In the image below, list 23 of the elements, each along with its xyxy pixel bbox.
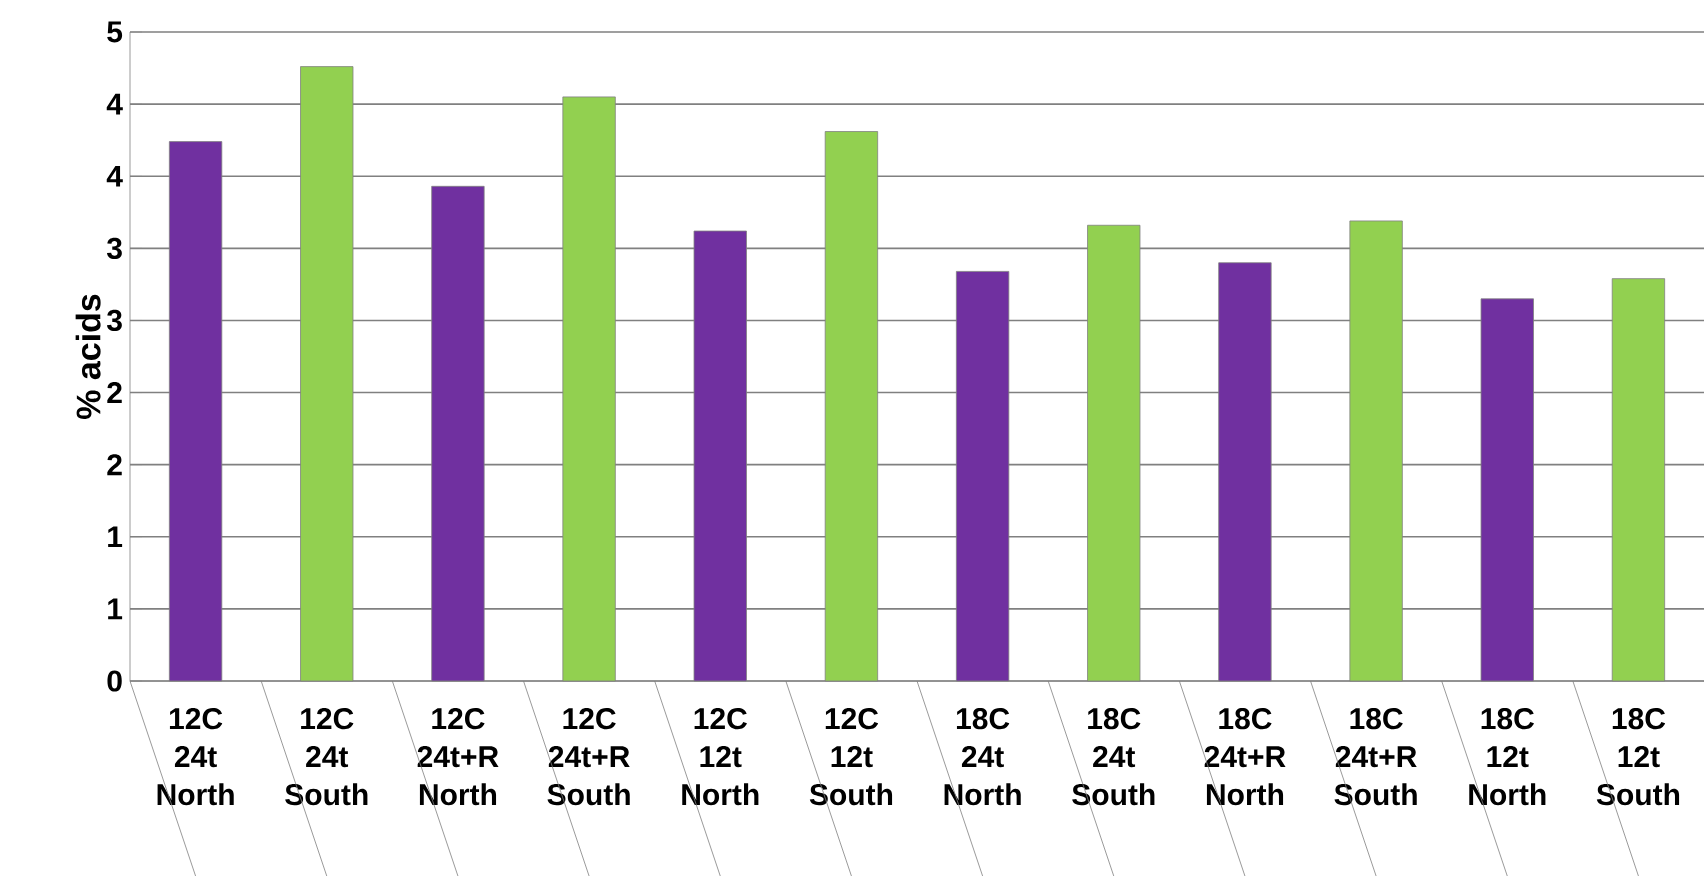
y-tick-label: 1	[108, 598, 123, 620]
x-tick-label: 12C 12t North	[682, 708, 759, 806]
x-tick-label: 18C 24t+R South	[1334, 708, 1417, 806]
y-tick-label: 1	[108, 526, 123, 548]
x-tick-label: 18C 24t+R North	[1204, 708, 1286, 806]
y-axis-title: % acids	[75, 294, 101, 419]
x-tick-label: 12C 12t South	[809, 708, 893, 806]
y-tick-label: 2	[107, 454, 122, 476]
x-tick-label: 12C 24t+R South	[547, 708, 630, 806]
x-tick-label: 18C 24t South	[1072, 708, 1155, 806]
x-tick-label: 12C 24t South	[285, 708, 368, 806]
x-tick-label: 12C 24t+R North	[417, 708, 499, 806]
y-tick-label: 3	[106, 237, 122, 259]
x-tick-label: 18C 12t South	[1596, 708, 1680, 806]
y-tick-label: 5	[107, 21, 123, 43]
x-tick-label: 18C 12t North	[1469, 708, 1546, 806]
x-tick-label: 18C 24t North	[944, 708, 1021, 806]
y-tick-label: 3	[106, 309, 122, 332]
y-tick-label: 0	[107, 670, 122, 692]
y-tick-label: 2	[107, 382, 122, 404]
y-tick-label: 4	[106, 165, 123, 187]
x-tick-label: 12C 24t North	[157, 708, 234, 806]
y-tick-label: 4	[106, 93, 123, 115]
